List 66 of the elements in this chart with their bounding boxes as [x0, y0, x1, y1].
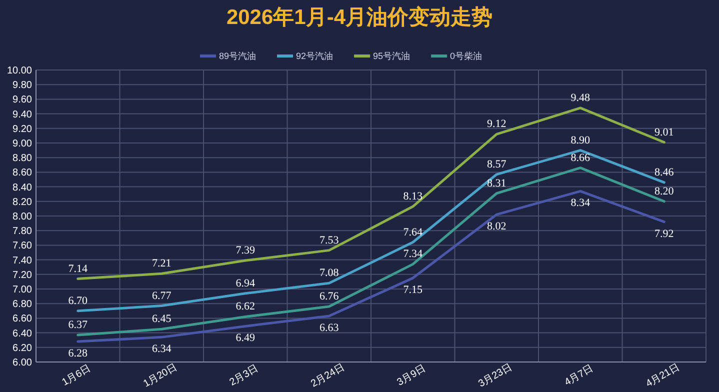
legend-label: 89号汽油: [219, 51, 256, 61]
y-tick-label: 7.40: [12, 255, 32, 266]
data-label: 8.31: [487, 177, 506, 190]
data-label: 7.34: [403, 248, 423, 260]
y-tick-label: 8.40: [12, 182, 32, 194]
y-tick-label: 10.00: [6, 66, 32, 76]
legend-label: 0号柴油: [450, 51, 482, 61]
data-label: 8.02: [487, 220, 506, 233]
data-label: 8.90: [570, 134, 590, 146]
data-label: 9.12: [487, 118, 506, 130]
legend-label: 95号汽油: [373, 51, 410, 61]
legend-label: 92号汽油: [296, 51, 334, 61]
data-label: 6.70: [68, 294, 88, 307]
data-label: 7.14: [68, 262, 88, 275]
data-label: 6.37: [68, 318, 88, 331]
data-label: 7.15: [403, 284, 423, 296]
y-tick-label: 7.60: [12, 240, 32, 252]
y-tick-label: 8.60: [12, 168, 32, 179]
x-tick-label: 4月7日: [562, 363, 596, 388]
data-label: 6.45: [152, 313, 172, 326]
data-label: 6.28: [68, 348, 88, 360]
chart-title: 2026年1月-4月油价变动走势: [226, 5, 493, 29]
y-tick-label: 7.80: [12, 226, 32, 238]
data-label: 7.39: [236, 244, 256, 257]
data-label: 8.20: [654, 185, 674, 198]
data-label: 7.64: [403, 226, 423, 238]
y-tick-label: 6.60: [12, 314, 32, 325]
y-tick-label: 6.80: [12, 299, 32, 310]
data-label: 6.49: [236, 332, 256, 344]
x-tick-label: 1月6日: [60, 363, 93, 388]
y-tick-label: 8.20: [12, 196, 32, 208]
data-label: 9.01: [654, 126, 674, 138]
data-label: 6.94: [236, 277, 256, 290]
y-tick-label: 6.20: [12, 342, 32, 354]
data-label: 6.63: [320, 322, 340, 334]
y-tick-label: 8.00: [12, 212, 32, 222]
data-label: 8.13: [403, 190, 423, 203]
data-label: 6.77: [152, 290, 172, 302]
data-label: 6.34: [152, 343, 172, 356]
data-label: 6.62: [236, 300, 255, 313]
x-tick-label: 3月23日: [476, 362, 514, 390]
x-tick-label: 3月9日: [395, 363, 428, 388]
y-tick-label: 9.80: [12, 80, 32, 92]
y-tick-label: 8.80: [12, 153, 32, 164]
y-tick-label: 9.20: [12, 124, 32, 135]
data-label: 7.92: [654, 228, 674, 240]
y-tick-label: 9.00: [12, 138, 32, 150]
data-label: 8.46: [654, 166, 674, 178]
y-tick-label: 7.20: [12, 270, 32, 281]
data-label: 8.66: [570, 152, 590, 164]
data-label: 7.53: [320, 234, 340, 246]
x-tick-label: 2月24日: [309, 362, 347, 390]
x-tick-label: 2月3日: [228, 363, 260, 388]
data-label: 9.48: [570, 92, 590, 104]
y-tick-label: 9.40: [12, 109, 32, 120]
y-tick-label: 6.40: [12, 328, 32, 340]
data-label: 8.34: [570, 197, 590, 210]
data-label: 8.57: [487, 158, 507, 170]
y-tick-label: 9.60: [12, 94, 32, 106]
y-tick-label: 7.00: [12, 284, 32, 296]
x-tick-label: 1月20日: [142, 362, 180, 390]
y-tick-label: 6.00: [12, 358, 32, 368]
data-label: 7.21: [152, 258, 172, 270]
data-label: 6.76: [320, 290, 340, 303]
x-tick-label: 4月21日: [644, 362, 682, 390]
data-label: 7.08: [320, 267, 340, 280]
